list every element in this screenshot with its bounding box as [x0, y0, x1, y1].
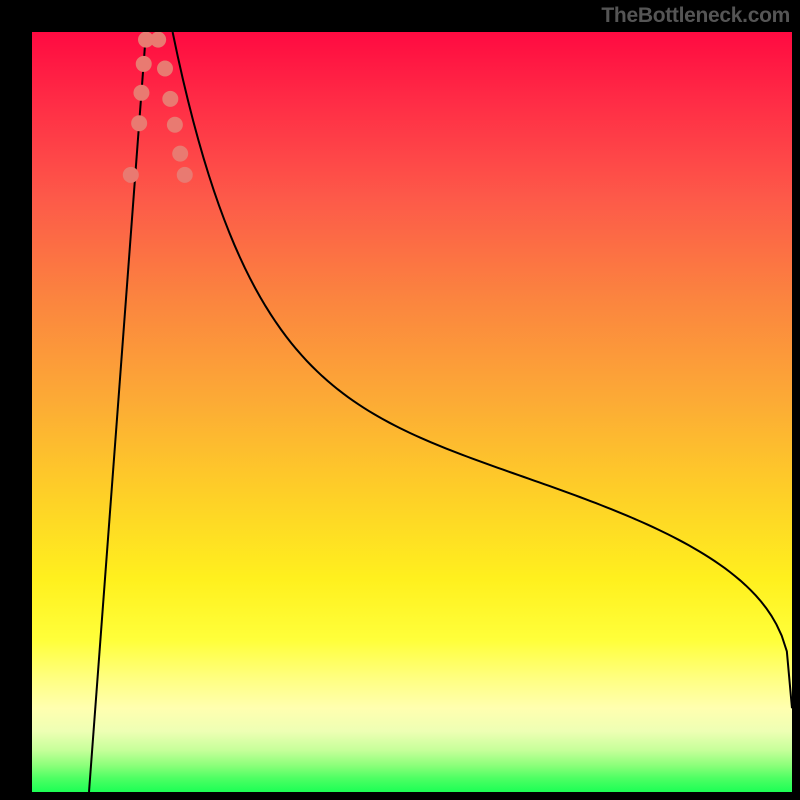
hint-marker	[162, 91, 178, 107]
curve-left-branch	[89, 32, 146, 792]
bottleneck-curve	[32, 32, 792, 792]
chart-frame: TheBottleneck.com	[0, 0, 800, 800]
hint-marker	[157, 60, 173, 76]
hint-marker	[133, 85, 149, 101]
curve-right-branch	[173, 32, 792, 708]
hint-marker	[167, 117, 183, 133]
hint-marker	[136, 56, 152, 72]
hint-marker	[131, 115, 147, 131]
hint-marker	[177, 167, 193, 183]
plot-area	[32, 32, 792, 792]
watermark-text: TheBottleneck.com	[601, 4, 790, 28]
curve-hint-markers	[123, 32, 193, 183]
hint-marker	[123, 167, 139, 183]
hint-marker	[150, 32, 166, 48]
hint-marker	[172, 146, 188, 162]
